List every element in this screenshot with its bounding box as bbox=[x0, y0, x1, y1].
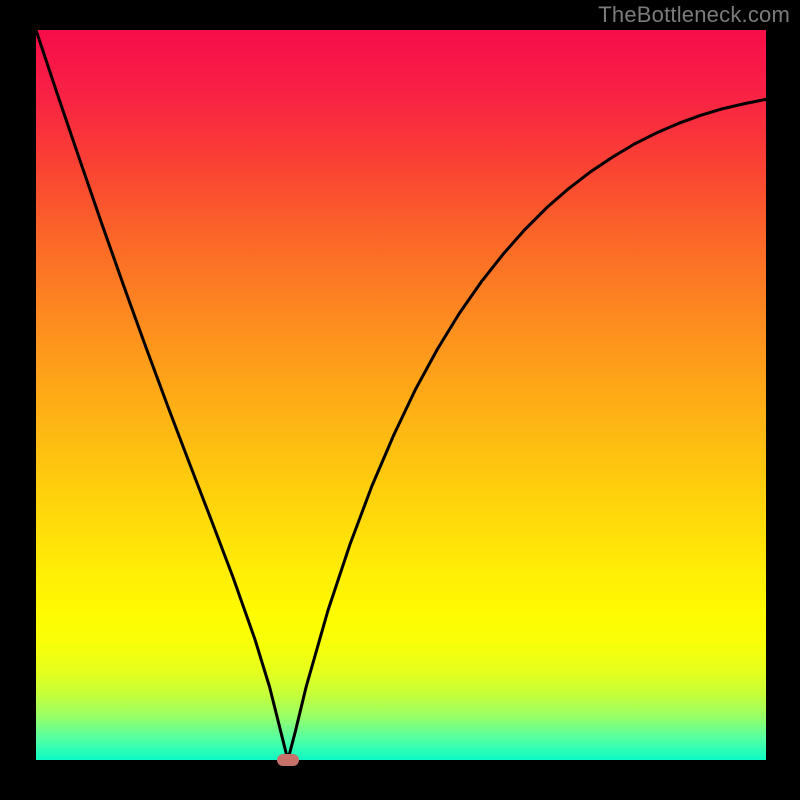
chart-canvas: TheBottleneck.com bbox=[0, 0, 800, 800]
watermark-text: TheBottleneck.com bbox=[598, 2, 790, 28]
vertex-marker bbox=[277, 754, 299, 766]
plot-area bbox=[36, 30, 766, 760]
bottleneck-curve bbox=[36, 30, 766, 760]
